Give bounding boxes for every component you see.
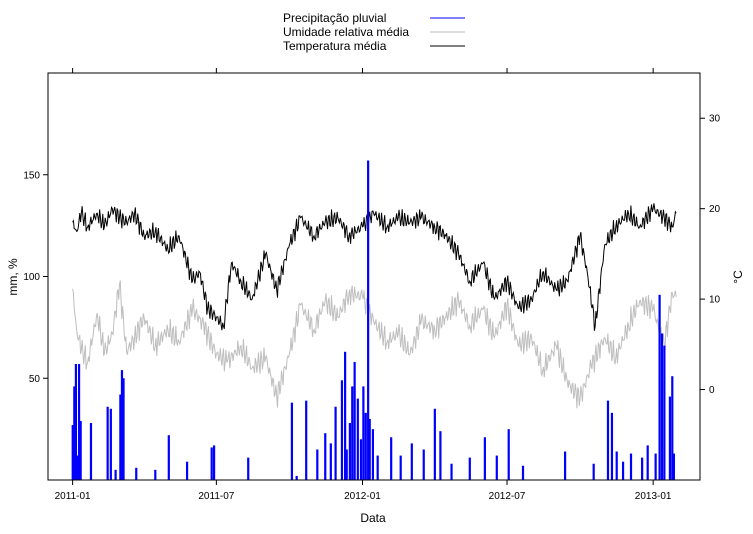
y-left-tick-label: 100 bbox=[23, 272, 40, 283]
precipitation-bar bbox=[73, 386, 76, 480]
precipitation-bar bbox=[433, 408, 436, 480]
precipitation-bar bbox=[359, 439, 363, 480]
legend-label-temperature: Temperatura média bbox=[283, 39, 387, 53]
humidity-line bbox=[72, 280, 677, 409]
precipitation-bar bbox=[641, 457, 644, 480]
precipitation-bar bbox=[410, 443, 413, 480]
legend: Precipitação pluvial Umidade relativa mé… bbox=[283, 11, 465, 53]
x-tick-label: 2011-07 bbox=[198, 491, 234, 502]
precipitation-bar bbox=[167, 435, 170, 480]
precipitation-bar bbox=[71, 425, 74, 480]
precipitation-bar bbox=[290, 402, 294, 480]
y-right-tick-label: 10 bbox=[709, 295, 721, 306]
precipitation-bar bbox=[422, 449, 425, 480]
precipitation-bar bbox=[77, 364, 81, 480]
x-tick-label: 2011-01 bbox=[55, 491, 91, 502]
precipitation-bar bbox=[351, 386, 354, 480]
precipitation-bar bbox=[376, 455, 379, 480]
precipitation-bar bbox=[621, 461, 625, 480]
y-right-tick-label: 20 bbox=[709, 204, 721, 215]
y-axis-right-title: °C bbox=[731, 270, 745, 284]
legend-label-precipitation: Precipitação pluvial bbox=[283, 11, 386, 25]
legend-label-humidity: Umidade relativa média bbox=[283, 25, 409, 39]
precipitation-bar bbox=[114, 469, 117, 480]
precipitation-bar bbox=[345, 449, 348, 480]
precipitation-bar bbox=[135, 467, 138, 480]
y-left-tick-label: 50 bbox=[29, 374, 41, 385]
precipitation-bar bbox=[109, 408, 112, 480]
precipitation-bar bbox=[521, 465, 525, 480]
y-left-tick-label: 150 bbox=[23, 170, 40, 181]
precipitation-bar bbox=[247, 457, 250, 480]
precipitation-bar bbox=[89, 423, 93, 480]
precipitation-bar bbox=[367, 160, 370, 480]
precipitation-bar bbox=[106, 406, 109, 480]
precipitation-bar bbox=[390, 437, 393, 480]
precipitation-bar bbox=[356, 398, 359, 480]
precipitation-bar bbox=[610, 412, 614, 480]
precipitation-bar bbox=[316, 449, 319, 480]
humidity-series bbox=[72, 280, 677, 409]
precipitation-bar bbox=[368, 418, 371, 480]
precipitation-bar bbox=[658, 294, 661, 480]
precipitation-bar bbox=[305, 400, 308, 480]
x-tick-label: 2012-01 bbox=[344, 491, 381, 502]
precipitation-bar bbox=[76, 455, 79, 480]
precipitation-bar bbox=[210, 447, 213, 480]
precipitation-bar bbox=[450, 463, 453, 480]
y-axis-left-title: mm, % bbox=[6, 258, 20, 296]
precipitation-bar bbox=[348, 423, 351, 480]
precipitation-bar bbox=[615, 451, 618, 480]
precipitation-bar bbox=[507, 429, 510, 481]
precipitation-bar bbox=[671, 376, 674, 480]
precipitation-bar bbox=[212, 445, 216, 480]
precipitation-bar bbox=[340, 380, 344, 480]
precipitation-bar bbox=[362, 386, 365, 480]
precipitation-bar bbox=[399, 455, 402, 480]
precipitation-bar bbox=[592, 463, 595, 480]
temperature-line bbox=[72, 203, 677, 331]
precipitation-bar bbox=[119, 394, 122, 480]
precipitation-bar bbox=[154, 469, 157, 480]
precipitation-bar bbox=[120, 370, 124, 480]
precipitation-bar bbox=[344, 351, 347, 480]
precipitation-bar bbox=[660, 333, 664, 480]
precipitation-bar bbox=[483, 437, 486, 480]
precipitation-bar bbox=[295, 475, 298, 480]
precipitation-bar bbox=[364, 412, 367, 480]
precipitation-bar bbox=[79, 420, 82, 480]
precipitation-bar bbox=[371, 429, 375, 481]
precipitation-bar bbox=[468, 457, 471, 480]
precipitation-bar bbox=[563, 451, 567, 480]
precipitation-bar bbox=[629, 453, 633, 480]
precipitation-bar bbox=[646, 445, 649, 480]
x-tick-label: 2013-01 bbox=[635, 491, 672, 502]
precipitation-bar bbox=[606, 400, 610, 480]
precipitation-bar bbox=[122, 378, 125, 480]
precipitation-bar bbox=[185, 461, 189, 480]
precipitation-bar bbox=[353, 361, 356, 480]
x-tick-label: 2012-07 bbox=[489, 491, 526, 502]
precipitation-bar bbox=[329, 443, 332, 480]
precipitation-bar bbox=[439, 431, 442, 480]
axes: 2011-01 2011-07 2012-01 2012-07 2013-0150100… bbox=[23, 68, 721, 502]
y-right-tick-label: 30 bbox=[709, 114, 721, 125]
precipitation-bar bbox=[334, 406, 337, 480]
precipitation-bar bbox=[654, 453, 657, 480]
x-axis-title: Data bbox=[360, 511, 386, 525]
precipitation-bar bbox=[74, 364, 77, 480]
precipitation-bar bbox=[672, 453, 675, 480]
y-right-tick-label: 0 bbox=[709, 385, 715, 396]
precipitation-series bbox=[71, 160, 675, 481]
temperature-series bbox=[72, 203, 677, 331]
precipitation-bar bbox=[663, 345, 666, 480]
precipitation-bar bbox=[668, 396, 672, 480]
precipitation-bar bbox=[324, 433, 327, 480]
precipitation-bar bbox=[495, 455, 498, 480]
